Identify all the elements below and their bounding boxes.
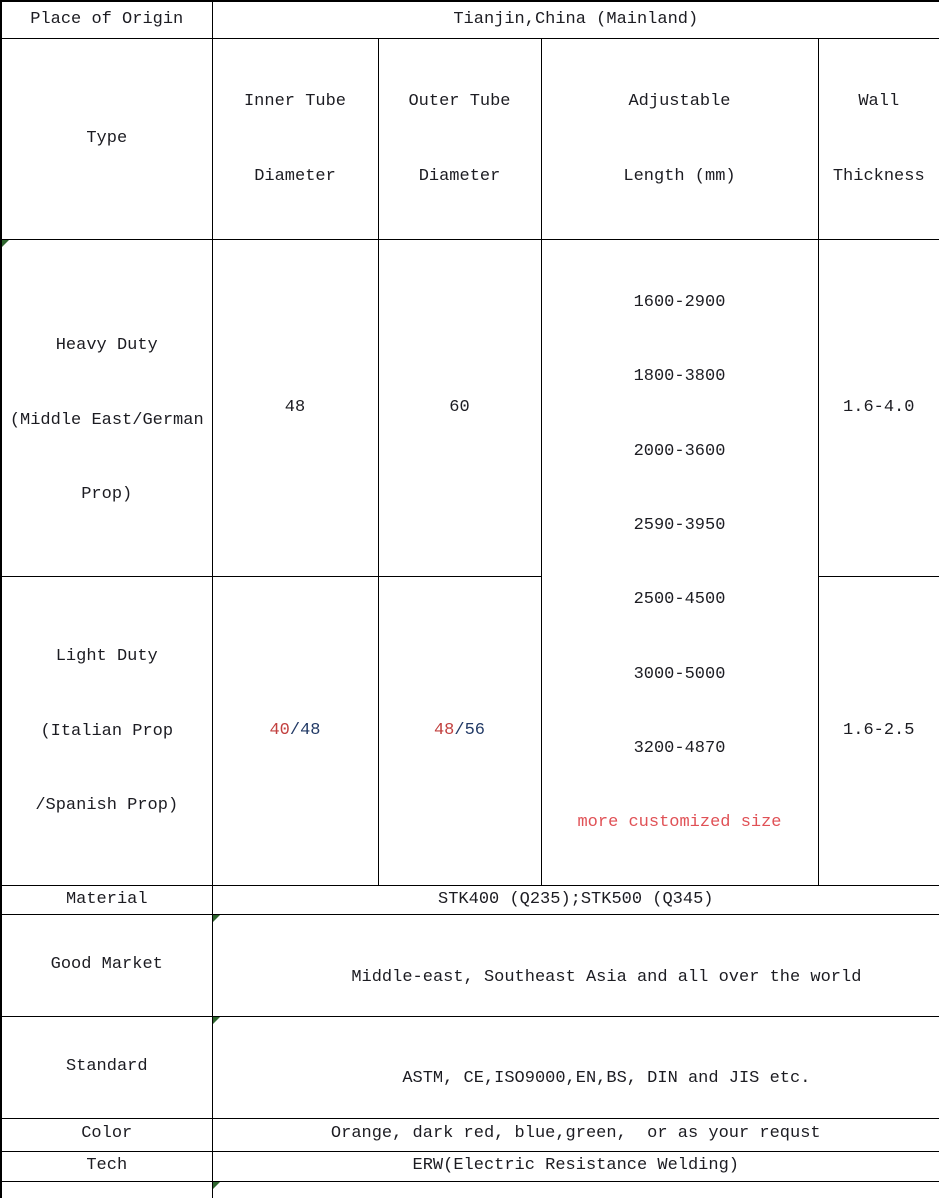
row-heavy-duty: Heavy Duty (Middle East/German Prop) 48 … bbox=[0, 238, 939, 887]
tech-label: Tech bbox=[0, 1150, 213, 1182]
adjustable-length-values: 1600-2900 1800-3800 2000-3600 2590-3950 … bbox=[540, 238, 819, 887]
light-duty-label: Light Duty (Italian Prop /Spanish Prop) bbox=[0, 575, 213, 887]
standard-value: ASTM, CE,ISO9000,EN,BS, DIN and JIS etc. bbox=[211, 1015, 939, 1119]
row-moq: MOQ(Minimum Order Quantity) 100 pcs bbox=[0, 1180, 939, 1198]
row-tech: Tech ERW(Electric Resistance Welding) bbox=[0, 1150, 939, 1182]
outer-tube-diameter-header: Outer Tube Diameter bbox=[377, 38, 542, 240]
row-material: Material STK400 (Q235);STK500 (Q345) bbox=[0, 885, 939, 916]
row-good-market: Good Market Middle-east, Southeast Asia … bbox=[0, 914, 939, 1017]
standard-label: Standard bbox=[0, 1015, 213, 1119]
tech-value: ERW(Electric Resistance Welding) bbox=[211, 1150, 939, 1182]
type-header-label: Type bbox=[0, 38, 213, 240]
cell-corner-marker bbox=[213, 1181, 220, 1189]
row-color: Color Orange, dark red, blue,green, or a… bbox=[0, 1117, 939, 1152]
good-market-label: Good Market bbox=[0, 914, 213, 1017]
material-label: Material bbox=[0, 885, 213, 916]
light-duty-wall-thickness-value: 1.6-2.5 bbox=[817, 575, 939, 887]
adjustable-length-header: Adjustable Length (mm) bbox=[540, 38, 819, 240]
more-customized-size-note: more customized size bbox=[577, 813, 782, 833]
place-of-origin-label: Place of Origin bbox=[0, 0, 213, 39]
row-place-of-origin: Place of Origin Tianjin,China (Mainland) bbox=[0, 0, 939, 39]
cell-corner-marker bbox=[213, 1017, 220, 1024]
heavy-duty-outer-tube-value: 60 bbox=[377, 238, 542, 577]
moq-label: MOQ(Minimum Order Quantity) bbox=[0, 1180, 213, 1198]
inner-tube-diameter-header: Inner Tube Diameter bbox=[211, 38, 379, 240]
material-value: STK400 (Q235);STK500 (Q345) bbox=[211, 885, 939, 916]
color-value: Orange, dark red, blue,green, or as your… bbox=[211, 1117, 939, 1152]
wall-thickness-header: Wall Thickness bbox=[817, 38, 939, 240]
place-of-origin-value: Tianjin,China (Mainland) bbox=[211, 0, 939, 39]
light-duty-outer-tube-value: 48/56 bbox=[377, 575, 542, 887]
heavy-duty-wall-thickness-value: 1.6-4.0 bbox=[817, 238, 939, 577]
row-standard: Standard ASTM, CE,ISO9000,EN,BS, DIN and… bbox=[0, 1015, 939, 1119]
heavy-duty-label: Heavy Duty (Middle East/German Prop) bbox=[0, 238, 213, 577]
light-duty-inner-tube-value: 40/48 bbox=[211, 575, 379, 887]
row-type-header: Type Inner Tube Diameter Outer Tube Diam… bbox=[0, 38, 939, 240]
heavy-duty-inner-tube-value: 48 bbox=[211, 238, 379, 577]
moq-value: 100 pcs bbox=[211, 1180, 939, 1198]
cell-corner-marker bbox=[2, 240, 9, 247]
good-market-value: Middle-east, Southeast Asia and all over… bbox=[211, 914, 939, 1017]
color-label: Color bbox=[0, 1117, 213, 1152]
cell-corner-marker bbox=[213, 915, 220, 923]
